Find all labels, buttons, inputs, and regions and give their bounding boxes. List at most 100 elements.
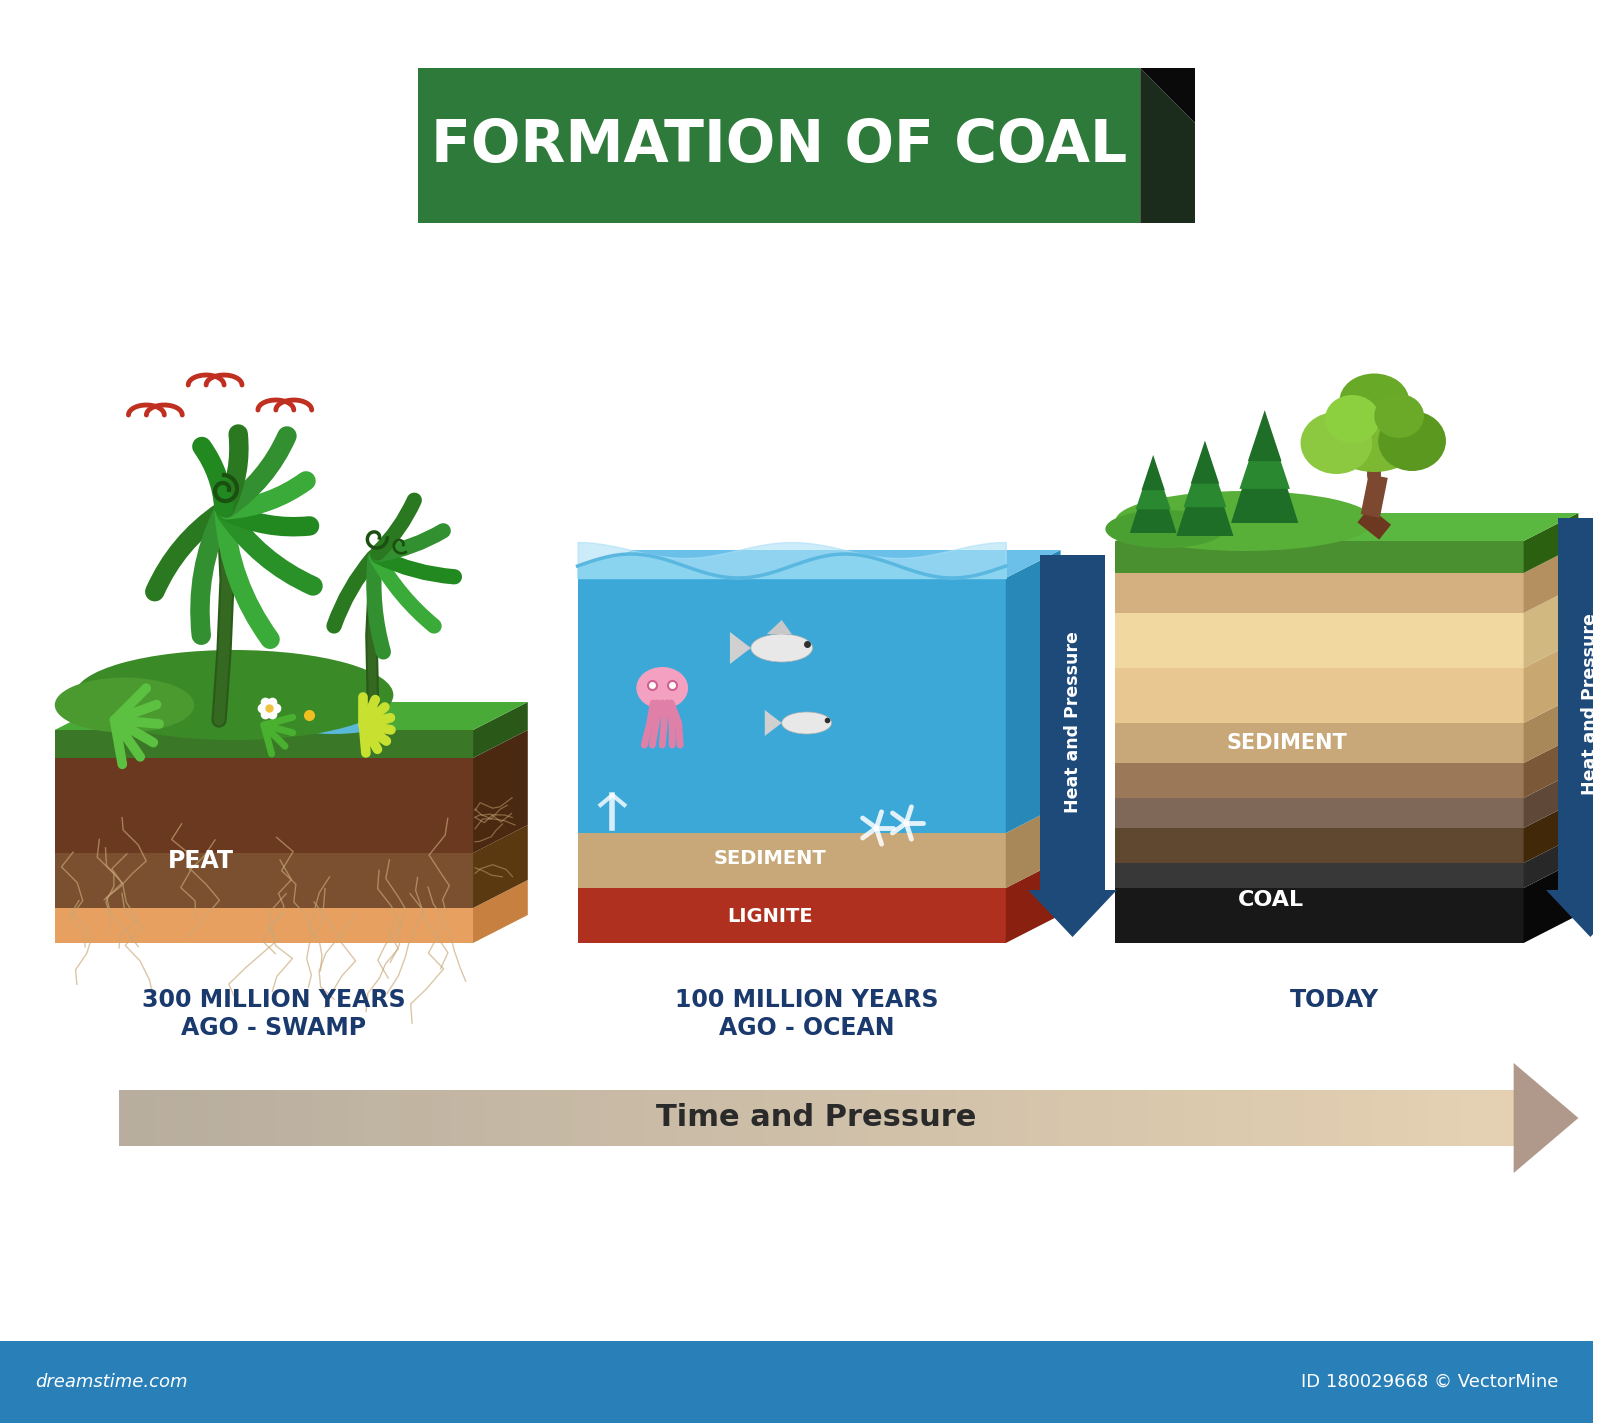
Text: PEAT: PEAT (168, 850, 234, 872)
Ellipse shape (1325, 396, 1379, 443)
Ellipse shape (1106, 509, 1226, 548)
Bar (469, 1090, 486, 1146)
Polygon shape (1523, 694, 1578, 763)
Bar (398, 1090, 416, 1146)
Polygon shape (474, 825, 528, 908)
Bar (1427, 1090, 1445, 1146)
Bar (259, 1090, 277, 1146)
Bar (573, 1090, 590, 1146)
Polygon shape (1523, 835, 1578, 888)
Polygon shape (1523, 859, 1578, 943)
Polygon shape (1141, 68, 1195, 122)
Bar (990, 1090, 1010, 1146)
Bar (626, 1090, 643, 1146)
Text: TODAY: TODAY (1290, 988, 1379, 1012)
Polygon shape (474, 879, 528, 943)
Polygon shape (1141, 455, 1165, 490)
Bar (1339, 1090, 1358, 1146)
Bar (590, 1090, 608, 1146)
Ellipse shape (782, 712, 832, 734)
Bar (1200, 1090, 1218, 1146)
Bar (939, 1090, 957, 1146)
Bar (1078, 1090, 1096, 1146)
Text: Heat and Pressure: Heat and Pressure (1064, 632, 1082, 814)
Bar (834, 1090, 853, 1146)
Polygon shape (1115, 888, 1523, 943)
Bar (1147, 1090, 1166, 1146)
Bar (608, 1090, 626, 1146)
Polygon shape (1240, 413, 1290, 490)
Polygon shape (1115, 828, 1523, 862)
Polygon shape (766, 620, 792, 635)
Polygon shape (1006, 805, 1061, 888)
Text: LIGNITE: LIGNITE (728, 906, 813, 925)
Polygon shape (1006, 551, 1061, 832)
Polygon shape (1130, 460, 1176, 534)
Polygon shape (1115, 514, 1578, 541)
Bar (416, 1090, 434, 1146)
Polygon shape (1115, 613, 1523, 667)
Text: dreamstime.com: dreamstime.com (35, 1373, 187, 1392)
Polygon shape (1523, 545, 1578, 613)
Text: Heat and Pressure: Heat and Pressure (1581, 613, 1600, 795)
Polygon shape (1248, 410, 1282, 461)
Ellipse shape (1115, 491, 1374, 551)
Text: 300 MILLION YEARS
AGO - SWAMP: 300 MILLION YEARS AGO - SWAMP (142, 988, 406, 1040)
Ellipse shape (1378, 411, 1446, 471)
Polygon shape (1523, 514, 1578, 573)
Bar (642, 1090, 661, 1146)
Bar (712, 1090, 731, 1146)
Bar (0, 1340, 1594, 1423)
Bar (346, 1090, 365, 1146)
Polygon shape (54, 730, 474, 758)
Polygon shape (1115, 862, 1523, 888)
Polygon shape (765, 710, 782, 736)
Bar (955, 1090, 974, 1146)
Bar (904, 1090, 922, 1146)
Bar (1270, 1090, 1288, 1146)
Bar (206, 1090, 226, 1146)
Bar (1114, 1090, 1131, 1146)
Ellipse shape (1374, 394, 1424, 438)
Bar (1410, 1090, 1427, 1146)
Bar (520, 1090, 539, 1146)
Polygon shape (1115, 541, 1523, 573)
Bar (1322, 1090, 1341, 1146)
Bar (1182, 1090, 1202, 1146)
Text: Time and Pressure: Time and Pressure (656, 1103, 976, 1133)
Text: 100 MILLION YEARS
AGO - OCEAN: 100 MILLION YEARS AGO - OCEAN (675, 988, 938, 1040)
Bar (1061, 1090, 1078, 1146)
Bar (659, 1090, 678, 1146)
Bar (816, 1090, 835, 1146)
Bar (502, 1090, 522, 1146)
Bar (886, 1090, 904, 1146)
Polygon shape (1230, 417, 1298, 524)
Bar (1165, 1090, 1184, 1146)
Polygon shape (1190, 441, 1219, 484)
Polygon shape (578, 578, 1006, 832)
Polygon shape (578, 832, 1006, 888)
Bar (434, 1090, 451, 1146)
Bar (747, 1090, 765, 1146)
Text: SEDIMENT: SEDIMENT (714, 848, 827, 868)
Polygon shape (54, 852, 474, 908)
Ellipse shape (54, 677, 194, 733)
Ellipse shape (1322, 390, 1427, 472)
Polygon shape (1523, 585, 1578, 667)
Polygon shape (578, 551, 1061, 578)
Bar (277, 1090, 294, 1146)
Polygon shape (1523, 640, 1578, 723)
Bar (328, 1090, 347, 1146)
Bar (851, 1090, 870, 1146)
Polygon shape (1184, 443, 1226, 507)
Bar (294, 1090, 312, 1146)
Bar (242, 1090, 259, 1146)
Polygon shape (1115, 573, 1523, 613)
Polygon shape (54, 702, 528, 730)
Bar (677, 1090, 696, 1146)
Bar (555, 1090, 573, 1146)
Polygon shape (1546, 889, 1600, 936)
Polygon shape (1006, 859, 1061, 943)
Polygon shape (1040, 555, 1106, 889)
Bar (154, 1090, 173, 1146)
